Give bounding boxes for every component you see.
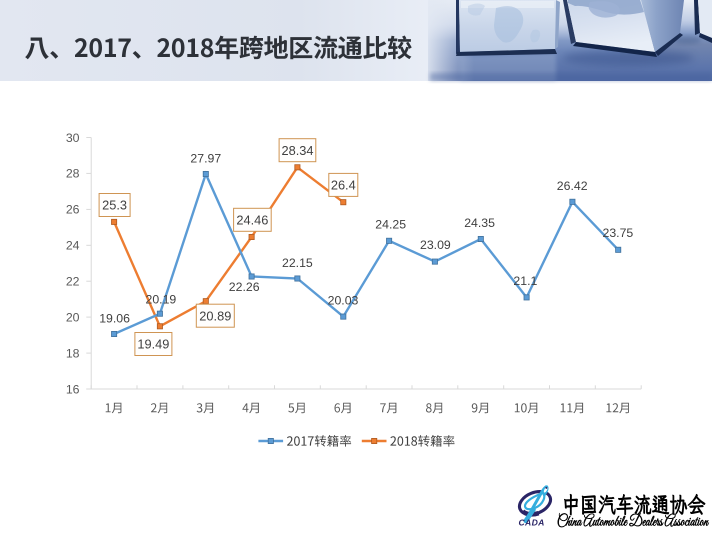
svg-text:16: 16 (66, 382, 80, 396)
svg-text:20.03: 20.03 (328, 293, 359, 307)
svg-text:26: 26 (66, 203, 80, 217)
svg-text:18: 18 (66, 346, 80, 360)
svg-text:23.09: 23.09 (420, 238, 451, 252)
svg-text:24.25: 24.25 (375, 218, 406, 232)
svg-text:23.75: 23.75 (603, 226, 634, 240)
svg-text:CADA: CADA (519, 518, 545, 528)
svg-text:21.1: 21.1 (513, 274, 537, 288)
svg-text:22.15: 22.15 (282, 256, 313, 270)
svg-text:24.46: 24.46 (236, 212, 268, 227)
svg-text:28.34: 28.34 (281, 143, 313, 158)
svg-text:20.89: 20.89 (199, 308, 231, 323)
svg-text:19.06: 19.06 (99, 312, 130, 326)
svg-text:30: 30 (66, 131, 80, 145)
svg-text:22: 22 (66, 275, 80, 289)
svg-text:26.42: 26.42 (557, 179, 588, 193)
svg-text:22.26: 22.26 (229, 280, 260, 294)
svg-text:20: 20 (66, 310, 80, 324)
svg-text:28: 28 (66, 167, 80, 181)
svg-text:24.35: 24.35 (464, 216, 495, 230)
svg-text:24: 24 (66, 239, 80, 253)
svg-text:19.49: 19.49 (137, 337, 169, 352)
svg-text:26.4: 26.4 (331, 178, 356, 193)
svg-text:27.97: 27.97 (190, 152, 221, 166)
svg-text:20.19: 20.19 (146, 292, 177, 306)
svg-text:25.3: 25.3 (102, 198, 127, 213)
